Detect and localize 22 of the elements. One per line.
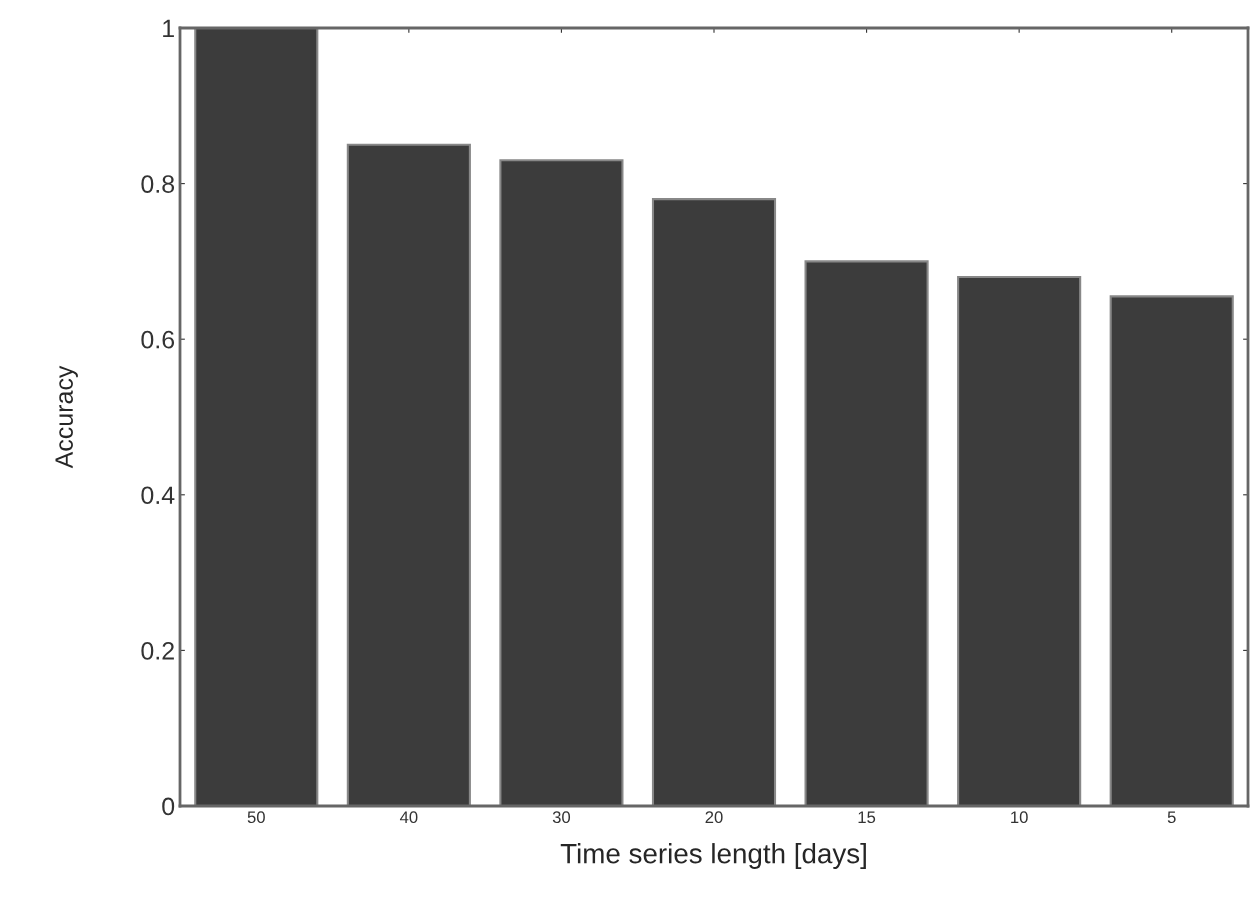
x-tick-label: 15 [858,811,876,824]
bar [1109,295,1234,806]
y-tick-label: 0.6 [141,330,175,349]
bar [499,159,624,806]
y-tick-label: 1 [163,19,174,38]
y-tick-label: 0.8 [141,175,175,193]
x-axis-title: Time series length [days] [560,843,866,869]
bar [651,198,777,806]
bar [194,28,319,806]
x-tick-label: 50 [247,811,265,824]
bar [957,275,1082,806]
y-axis-title: Accuracy [55,365,78,469]
x-tick-label: 5 [1167,811,1176,824]
bar [804,260,929,806]
y-tick-label: 0.2 [141,642,174,660]
x-tick-label: 10 [1011,811,1028,824]
bar [346,143,471,806]
y-tick-label: 0 [162,797,175,816]
x-tick-label: 20 [705,811,723,824]
x-tick-label: 30 [552,811,571,824]
x-tick-label: 40 [399,811,418,824]
y-tick-label: 0.4 [141,486,175,505]
